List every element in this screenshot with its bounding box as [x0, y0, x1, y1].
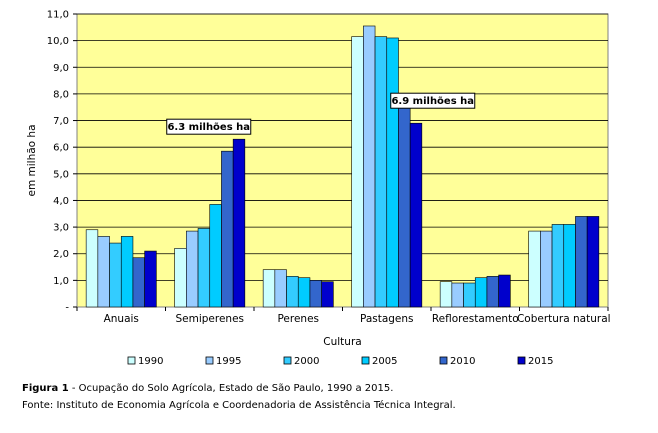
bar — [498, 274, 511, 308]
bar — [109, 242, 122, 308]
bar — [85, 229, 99, 308]
bar — [451, 282, 464, 308]
bar — [486, 276, 499, 308]
y-tick-label: 4,0 — [53, 196, 69, 207]
legend-swatch — [439, 356, 448, 365]
annotation-label: 6.9 milhões ha — [391, 96, 474, 107]
legend-swatch — [361, 356, 370, 365]
y-tick-label: 5,0 — [53, 169, 69, 180]
annotation-box — [166, 118, 252, 135]
legend-label: 1990 — [138, 356, 163, 367]
bar — [439, 281, 453, 308]
bar — [575, 216, 588, 308]
bar — [120, 236, 134, 308]
legend-label: 1995 — [216, 356, 241, 367]
bar — [363, 25, 376, 308]
bar — [551, 224, 565, 308]
y-tick-label: 9,0 — [53, 63, 69, 74]
bar — [262, 269, 276, 308]
bar — [540, 230, 553, 308]
y-tick-label: 7,0 — [53, 116, 69, 127]
bar — [586, 216, 600, 308]
bar — [309, 280, 322, 308]
bar — [274, 269, 287, 308]
bar — [398, 97, 411, 308]
bar — [386, 37, 399, 308]
legend-label: 2015 — [528, 356, 553, 367]
bar — [232, 138, 246, 308]
bar — [463, 282, 476, 308]
figure-caption: Figura 1 - Ocupação do Solo Agrícola, Es… — [22, 383, 393, 394]
y-tick-label: 11,0 — [47, 10, 69, 21]
bar — [409, 122, 423, 308]
bar — [374, 36, 388, 308]
bar — [97, 236, 110, 308]
legend-swatch — [283, 356, 292, 365]
legend-swatch — [127, 356, 136, 365]
y-tick-label: 3,0 — [53, 223, 69, 234]
bar — [321, 281, 334, 308]
bar — [286, 276, 299, 308]
bar — [144, 250, 157, 308]
x-tick-label: Anuais — [104, 313, 139, 325]
bar — [209, 204, 222, 308]
figure-label: Figura 1 — [22, 383, 69, 394]
bar — [197, 228, 211, 308]
x-tick-label: Perenes — [277, 313, 319, 325]
annotation-box — [390, 92, 476, 109]
bar — [297, 277, 311, 308]
bar — [132, 257, 145, 308]
x-tick-label: Semiperenes — [175, 313, 244, 325]
y-tick-label: 10,0 — [47, 36, 69, 47]
y-tick-label: - — [65, 303, 69, 314]
bar — [563, 224, 576, 308]
figure-title: - Ocupação do Solo Agrícola, Estado de S… — [68, 383, 394, 394]
legend-swatch — [517, 356, 526, 365]
figure-source: Fonte: Instituto de Economia Agrícola e … — [22, 400, 456, 411]
bar — [474, 277, 488, 308]
x-axis-title: Cultura — [323, 336, 361, 348]
bar — [174, 248, 187, 308]
bar — [528, 230, 541, 308]
annotation-label: 6.3 milhões ha — [167, 122, 250, 133]
bar — [221, 150, 234, 308]
x-tick-label: Reflorestamento — [432, 313, 519, 325]
x-tick-label: Cobertura natural — [517, 313, 611, 325]
y-tick-label: 2,0 — [53, 249, 69, 260]
y-tick-label: 8,0 — [53, 89, 69, 100]
legend-label: 2005 — [372, 356, 397, 367]
bar — [351, 36, 364, 308]
legend-label: 2000 — [294, 356, 319, 367]
y-tick-label: 1,0 — [53, 276, 69, 287]
x-tick-label: Pastagens — [360, 313, 414, 325]
legend-label: 2010 — [450, 356, 475, 367]
bar — [186, 230, 199, 308]
plot-area — [76, 13, 609, 308]
legend-swatch — [205, 356, 214, 365]
y-axis-title: em milhão ha — [26, 124, 38, 196]
y-tick-label: 6,0 — [53, 143, 69, 154]
